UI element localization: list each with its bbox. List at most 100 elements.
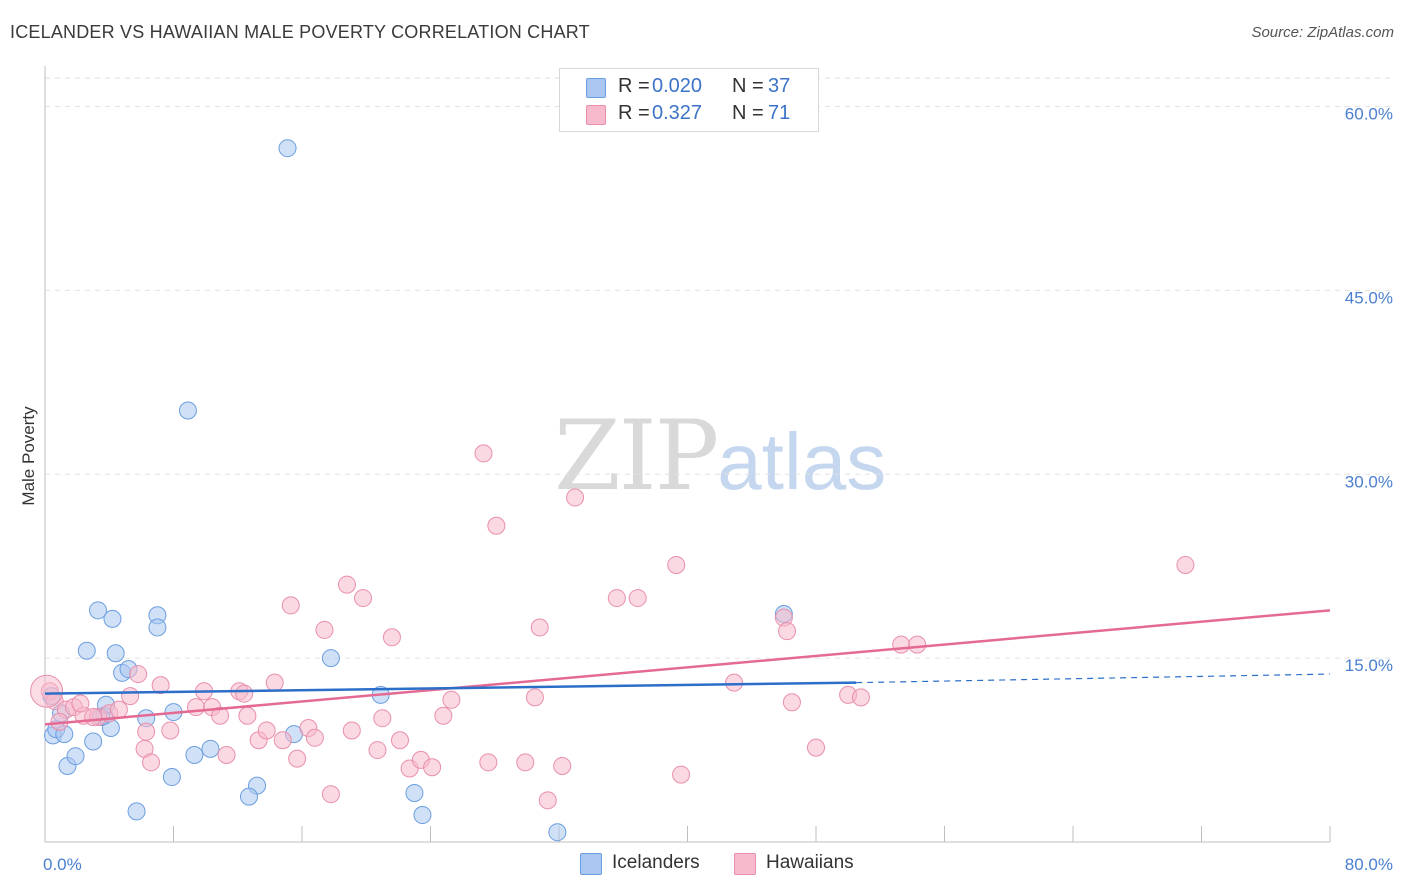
icelander-point [106, 644, 125, 663]
stats-legend: R = 0.020 N = 37 R = 0.327 N = 71 [559, 68, 819, 132]
icelander-point [201, 739, 220, 758]
hawaiian-point [288, 749, 307, 768]
y-tick-label: 30.0% [1345, 472, 1393, 491]
hawaiian-point [238, 706, 257, 725]
y-tick-label: 45.0% [1345, 288, 1393, 307]
hawaiian-point [487, 516, 506, 535]
hawaiian-point [71, 694, 90, 713]
icelander-point [84, 732, 103, 751]
hawaiian-point [211, 706, 230, 725]
watermark-atlas: atlas [717, 417, 887, 506]
icelanders-trend-extension [856, 673, 1331, 684]
hawaiian-point [315, 620, 334, 639]
hawaiian-point [390, 731, 409, 750]
icelander-point [103, 609, 122, 628]
hawaiian-point [892, 635, 911, 654]
hawaiian-point [667, 555, 686, 574]
icelander-point [127, 802, 146, 821]
hawaiian-point [538, 791, 557, 810]
hawaiian-point [782, 693, 801, 712]
hawaiian-point [129, 665, 148, 684]
legend-swatch-icelanders [586, 78, 606, 98]
hawaiian-point [1176, 555, 1195, 574]
icelanders-trend-line [44, 681, 857, 695]
hawaiian-point [161, 721, 180, 740]
hawaiian-point [121, 687, 140, 706]
hawaiian-point [516, 753, 535, 772]
legend-r-value: 0.020 [652, 75, 703, 97]
hawaiian-point [235, 684, 254, 703]
hawaiian-point [342, 721, 361, 740]
icelander-point [162, 768, 181, 787]
hawaiian-point [217, 745, 236, 764]
hawaiian-point [265, 673, 284, 692]
legend-label-hawaiians: Hawaiians [766, 852, 854, 873]
axes [44, 66, 1331, 843]
trend-lines [44, 609, 1331, 726]
hawaiian-point [442, 690, 461, 709]
y-tick-label: 60.0% [1345, 105, 1393, 124]
hawaiian-point [423, 758, 442, 777]
hawaiian-point [566, 488, 585, 507]
legend-r-label: R = [618, 102, 650, 124]
hawaiian-point [30, 674, 64, 708]
icelander-point [413, 806, 432, 825]
hawaiian-point [530, 618, 549, 637]
hawaiian-point [142, 753, 161, 772]
hawaiian-point [672, 765, 691, 784]
icelander-point [77, 641, 96, 660]
hawaiian-point [305, 728, 324, 747]
legend-swatch-icelanders [580, 853, 602, 875]
icelander-point [185, 745, 204, 764]
hawaiian-point [321, 785, 340, 804]
hawaiian-point [368, 741, 387, 760]
icelander-point [405, 783, 424, 802]
legend-r-value: 0.327 [652, 102, 703, 124]
hawaiian-point [373, 709, 392, 728]
legend-n-label: N = [732, 75, 764, 97]
hawaiian-point [434, 706, 453, 725]
hawaiian-point [354, 589, 373, 608]
hawaiian-point [137, 722, 156, 741]
chart-title: ICELANDER VS HAWAIIAN MALE POVERTY CORRE… [10, 22, 590, 42]
icelander-point [321, 649, 340, 668]
hawaiian-point [807, 738, 825, 757]
legend-n-value: 71 [768, 102, 791, 124]
hawaiian-point [908, 635, 927, 654]
hawaiian-point [109, 700, 128, 719]
x-tick-label: 80.0% [1345, 855, 1393, 874]
axis-labels: 15.0% 30.0% 45.0% 60.0% 0.0% 80.0% Male Povert… [19, 105, 1393, 874]
legend-r-label: R = [618, 75, 650, 97]
hawaiian-point [725, 673, 744, 692]
legend-n-value: 37 [768, 75, 791, 97]
hawaiian-point [607, 589, 626, 608]
legend-swatch-hawaiians [586, 105, 606, 125]
icelander-point [239, 787, 258, 806]
hawaiian-point [84, 707, 103, 726]
icelander-point [278, 139, 297, 158]
legend-swatch-hawaiians [734, 853, 756, 875]
icelander-point [178, 401, 197, 420]
icelander-point [548, 823, 567, 842]
source-credit: Source: ZipAtlas.com [1251, 24, 1394, 41]
hawaiians-trend-line [44, 609, 1331, 726]
hawaiian-point [337, 575, 356, 594]
hawaiian-point [628, 589, 647, 608]
hawaiian-point [479, 753, 498, 772]
hawaiian-point [186, 698, 205, 717]
icelander-point [148, 618, 167, 637]
icelanders-points [42, 139, 793, 842]
hawaiian-point [553, 757, 572, 775]
hawaiian-point [851, 688, 870, 707]
hawaiian-point [474, 444, 493, 463]
x-tick-label: 0.0% [43, 855, 82, 874]
hawaiian-point [382, 628, 401, 647]
hawaiian-point [151, 676, 170, 695]
y-axis-label: Male Poverty [19, 406, 38, 506]
legend-label-icelanders: Icelanders [612, 852, 700, 873]
hawaiian-point [281, 596, 300, 615]
hawaiian-point [525, 688, 544, 707]
hawaiian-point [257, 721, 276, 740]
icelander-point [66, 747, 85, 766]
